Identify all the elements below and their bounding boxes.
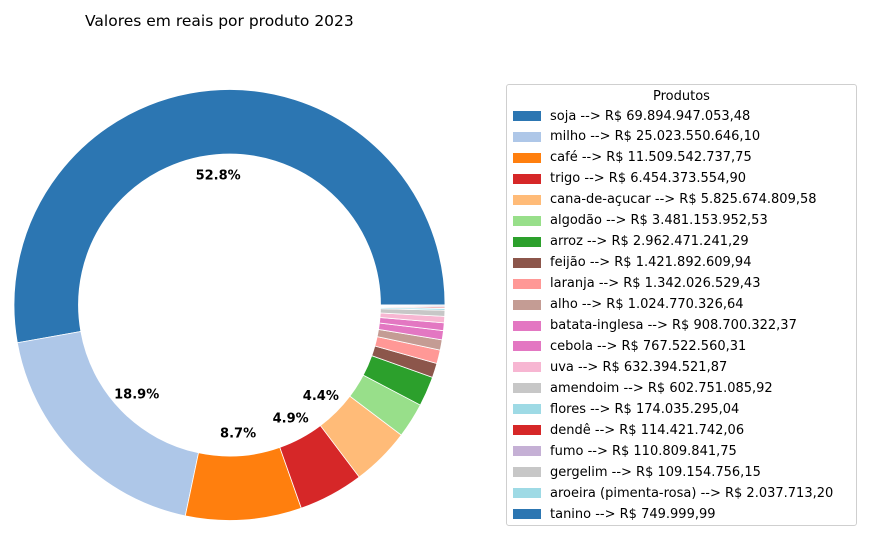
legend-label: soja --> R$ 69.894.947.053,48 [550, 108, 751, 124]
legend-swatch [513, 194, 541, 205]
chart-title: Valores em reais por produto 2023 [85, 12, 354, 30]
legend-label: cebola --> R$ 767.522.560,31 [550, 338, 747, 354]
legend-swatch [513, 131, 541, 142]
legend-swatch [513, 215, 541, 226]
legend-label: uva --> R$ 632.394.521,87 [550, 359, 728, 375]
legend-swatch [513, 509, 541, 520]
donut-slices [13, 89, 446, 521]
slice-soja [13, 89, 446, 344]
legend-label: milho --> R$ 25.023.550.646,10 [550, 129, 761, 145]
percentage-labels: 52.8% 18.9% 8.7% 4.9% 4.4% [114, 169, 339, 442]
legend-label: trigo --> R$ 6.454.373.554,90 [550, 171, 747, 187]
legend-swatch [513, 320, 541, 331]
legend-swatch [513, 383, 541, 394]
legend-label: fumo --> R$ 110.809.841,75 [550, 443, 737, 459]
legend-label: gergelim --> R$ 109.154.756,15 [550, 464, 761, 480]
legend-label: tanino --> R$ 749.999,99 [550, 506, 716, 522]
legend-swatch [513, 488, 541, 499]
legend-label: aroeira (pimenta-rosa) --> R$ 2.037.713,… [550, 485, 834, 501]
legend-label: algodão --> R$ 3.481.153.952,53 [550, 213, 768, 229]
legend-label: dendê --> R$ 114.421.742,06 [550, 422, 745, 438]
legend-swatch [513, 404, 541, 415]
legend-swatch [513, 111, 541, 121]
legend-label: laranja --> R$ 1.342.026.529,43 [550, 276, 761, 292]
legend-swatch [513, 425, 541, 436]
legend-swatch [513, 152, 541, 163]
legend-label: cana-de-açucar --> R$ 5.825.674.809,58 [550, 192, 817, 208]
slice-milho [16, 331, 199, 517]
legend-title: Produtos [653, 89, 710, 104]
legend-swatch [513, 257, 541, 268]
pct-label-café: 8.7% [220, 427, 256, 442]
legend-label: alho --> R$ 1.024.770.326,64 [550, 297, 744, 313]
legend-swatch [513, 173, 541, 184]
legend-label: flores --> R$ 174.035.295,04 [550, 401, 740, 417]
legend-swatch [513, 362, 541, 373]
legend-label: feijão --> R$ 1.421.892.609,94 [550, 255, 752, 271]
legend-label: batata-inglesa --> R$ 908.700.322,37 [550, 318, 797, 333]
legend-swatch [513, 446, 541, 457]
legend-swatch [513, 341, 541, 352]
pct-label-trigo: 4.9% [273, 411, 309, 426]
legend-swatch [513, 278, 541, 289]
legend-swatch [513, 299, 541, 310]
pct-label-cana-de-açucar: 4.4% [303, 389, 339, 404]
legend-swatch [513, 467, 541, 478]
legend-label: arroz --> R$ 2.962.471.241,29 [550, 234, 749, 250]
legend-label: café --> R$ 11.509.542.737,75 [550, 150, 752, 166]
pct-label-soja: 52.8% [196, 169, 241, 184]
legend-swatch [513, 236, 541, 247]
legend-label: amendoim --> R$ 602.751.085,92 [550, 380, 773, 396]
pct-label-milho: 18.9% [114, 388, 159, 403]
legend: Produtos soja --> R$ 69.894.947.053,48 mi… [506, 84, 857, 526]
